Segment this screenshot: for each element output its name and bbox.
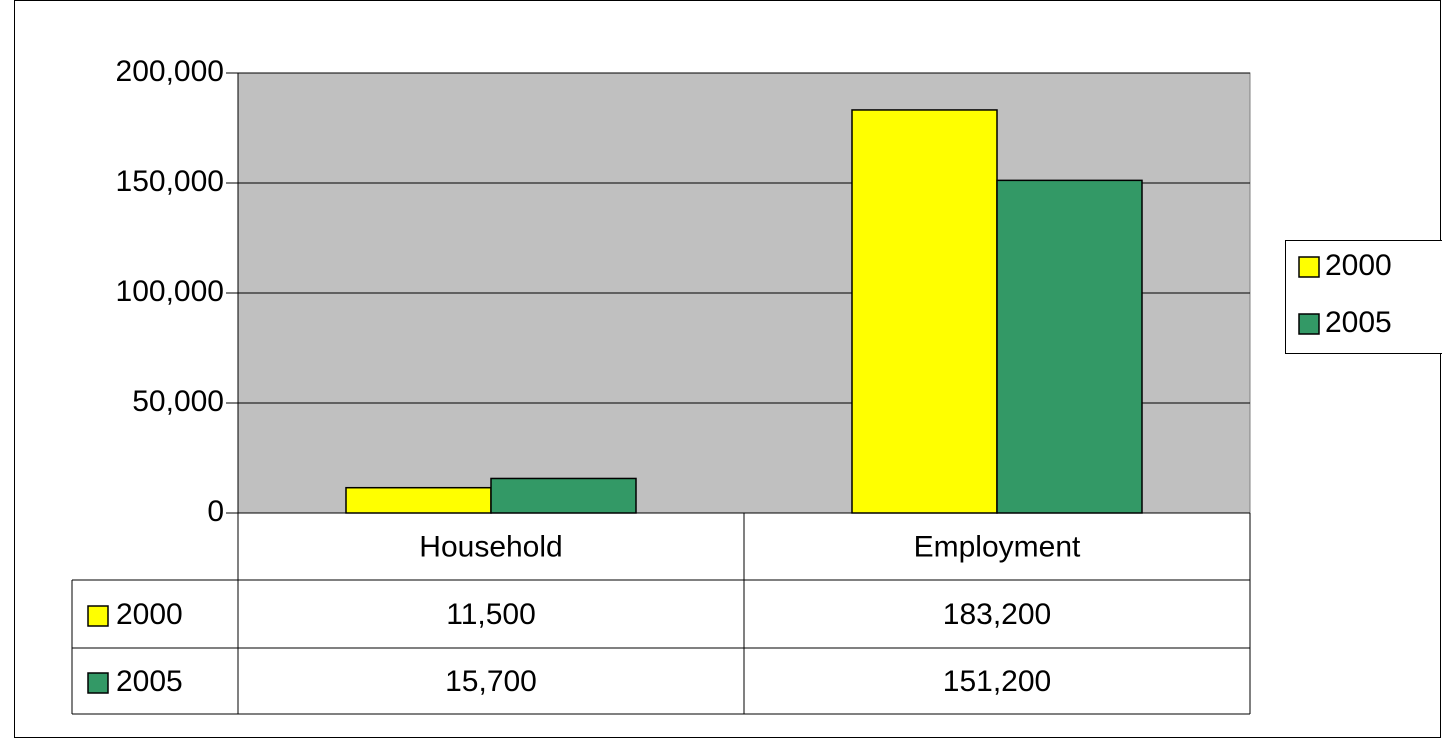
data-label: 183,200 bbox=[943, 598, 1051, 631]
table-series-name: 2000 bbox=[116, 598, 183, 631]
table-legend-key bbox=[88, 673, 108, 693]
legend-key bbox=[1299, 257, 1319, 277]
y-tick-label: 50,000 bbox=[132, 385, 224, 418]
bar bbox=[491, 478, 636, 513]
bar bbox=[346, 488, 491, 513]
legend-label: 2000 bbox=[1325, 249, 1392, 282]
legend-label: 2005 bbox=[1325, 306, 1392, 339]
data-label: 11,500 bbox=[446, 598, 536, 631]
x-tick-label: Household bbox=[419, 530, 562, 563]
y-tick-label: 100,000 bbox=[116, 275, 224, 308]
data-label: 15,700 bbox=[445, 665, 537, 698]
legend-key bbox=[1299, 314, 1319, 334]
data-label: 151,200 bbox=[943, 665, 1051, 698]
table-series-name: 2005 bbox=[116, 665, 183, 698]
bar bbox=[997, 180, 1142, 513]
y-tick-label: 150,000 bbox=[116, 165, 224, 198]
bar bbox=[852, 110, 997, 513]
y-tick-label: 200,000 bbox=[116, 55, 224, 88]
y-tick-label: 0 bbox=[207, 495, 224, 528]
table-legend-key bbox=[88, 606, 108, 626]
x-tick-label: Employment bbox=[914, 530, 1081, 563]
